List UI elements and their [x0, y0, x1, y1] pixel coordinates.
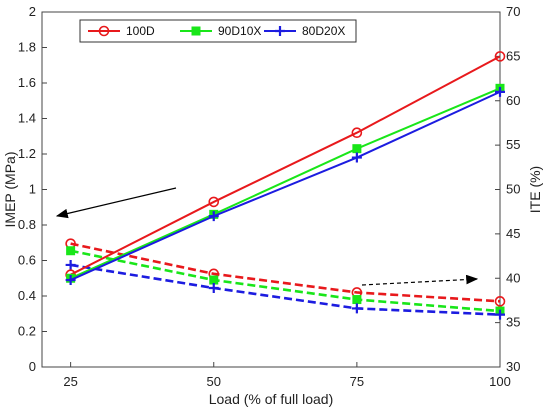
- left-tick-label: 1.2: [18, 146, 36, 161]
- ite-point-80D20X: [351, 303, 362, 314]
- left-axis-title: IMEP (MPa): [2, 152, 18, 228]
- imep-line-90D10X: [70, 87, 501, 280]
- right-tick-label: 45: [506, 226, 520, 241]
- x-axis-title: Load (% of full load): [209, 391, 334, 407]
- right-axis-title: ITE (%): [527, 166, 543, 213]
- right-tick-label: 50: [506, 182, 520, 197]
- ite-line-90D10X: [70, 249, 501, 313]
- left-tick-label: 1.4: [18, 111, 36, 126]
- right-tick-label: 30: [506, 359, 520, 374]
- x-tick-label: 50: [207, 374, 221, 389]
- right-tick-label: 60: [506, 93, 520, 108]
- left-tick-label: 1.8: [18, 40, 36, 55]
- ite-point-90D10X: [66, 246, 76, 256]
- legend-label-80D20X: 80D20X: [302, 24, 345, 38]
- imep-line-100D: [70, 55, 501, 276]
- ite-line-100D: [70, 242, 501, 303]
- left-tick-label: 0: [29, 359, 36, 374]
- imep-point-80D20X: [351, 152, 362, 163]
- left-tick-label: 1: [29, 182, 36, 197]
- legend-marker-100D: [98, 25, 110, 37]
- legend-label-100D: 100D: [126, 24, 155, 38]
- left-tick-label: 2: [29, 4, 36, 19]
- legend-marker-90D10X: [191, 26, 201, 36]
- ite-point-80D20X: [208, 283, 219, 294]
- left-tick-label: 0.8: [18, 217, 36, 232]
- right-tick-label: 35: [506, 315, 520, 330]
- x-tick-label: 75: [350, 374, 364, 389]
- imep-line-80D20X: [70, 90, 501, 281]
- right-tick-label: 40: [506, 270, 520, 285]
- x-tick-label: 100: [489, 374, 511, 389]
- x-tick-label: 25: [63, 374, 77, 389]
- imep-point-100D: [351, 127, 363, 138]
- imep-point-90D10X: [352, 144, 362, 154]
- left-tick-label: 0.6: [18, 253, 36, 268]
- ite-point-80D20X: [495, 309, 505, 320]
- imep-point-100D: [494, 51, 506, 62]
- right-tick-label: 70: [506, 4, 520, 19]
- left-tick-label: 0.4: [18, 288, 36, 303]
- imep-point-80D20X: [495, 86, 505, 97]
- left-tick-label: 0.2: [18, 324, 36, 339]
- ite-point-90D10X: [352, 295, 362, 305]
- imep-axis-arrow: [55, 187, 177, 219]
- imep-point-100D: [208, 196, 220, 208]
- right-tick-label: 65: [506, 48, 520, 63]
- ite-point-90D10X: [209, 275, 219, 285]
- right-tick-label: 55: [506, 137, 520, 152]
- plot-frame: [41, 11, 501, 368]
- ite-axis-arrow: [361, 274, 479, 286]
- imep-point-80D20X: [208, 211, 219, 222]
- imep-point-80D20X: [65, 275, 76, 286]
- legend-marker-80D20X: [275, 26, 285, 36]
- legend-label-90D10X: 90D10X: [218, 24, 261, 38]
- ite-point-100D: [494, 296, 506, 307]
- ite-point-80D20X: [65, 259, 76, 270]
- left-tick-label: 1.6: [18, 75, 36, 90]
- ite-line-80D20X: [70, 263, 501, 316]
- legend-box: [79, 19, 357, 43]
